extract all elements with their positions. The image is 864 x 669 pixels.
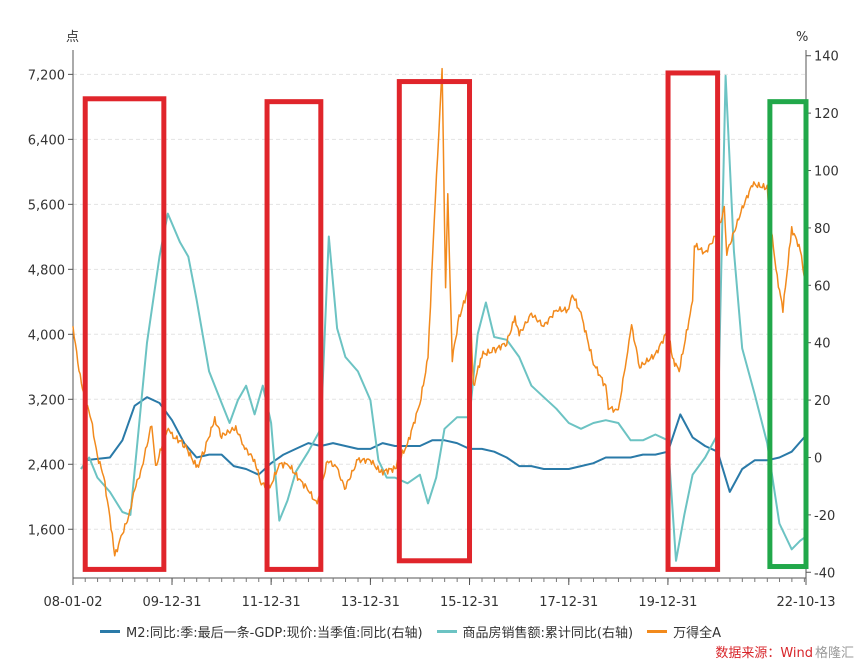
series-lines xyxy=(72,67,807,562)
left-tick-label: 2,400 xyxy=(28,458,65,473)
left-tick-label: 4,800 xyxy=(28,263,65,278)
x-tick-label: 09-12-31 xyxy=(142,595,201,610)
right-tick-label: 80 xyxy=(814,222,831,237)
data-source: 数据来源：Wind 格隆汇 xyxy=(715,642,854,661)
highlight-box-3 xyxy=(665,70,721,572)
highlight-box-4 xyxy=(767,99,809,570)
legend-item-housing-sales[interactable]: 商品房销售额:累计同比(右轴) xyxy=(436,622,634,641)
highlight-box-2 xyxy=(396,79,473,564)
series-line-1 xyxy=(80,74,805,562)
left-tick-label: 6,400 xyxy=(28,133,65,148)
legend-item-m2-gdp[interactable]: M2:同比:季:最后一条-GDP:现价:当季值:同比(右轴) xyxy=(100,622,423,641)
watermark: 格隆汇 xyxy=(814,646,854,661)
right-tick-label: 20 xyxy=(814,394,831,409)
x-tick-label: 17-12-31 xyxy=(539,595,598,610)
axes: 1,600 2,400 3,200 4,000 4,800 5,600 6,400 7,200… xyxy=(28,50,839,610)
legend-label: 万得全A xyxy=(673,626,721,641)
source-text: 数据来源：Wind xyxy=(715,646,813,661)
highlight-box-1 xyxy=(264,99,324,572)
left-axis-unit: 点 xyxy=(66,30,79,45)
right-axis-unit: % xyxy=(796,30,808,45)
x-tick-label: 19-12-31 xyxy=(638,595,697,610)
legend-label: 商品房销售额:累计同比(右轴) xyxy=(462,626,634,641)
left-tick-label: 3,200 xyxy=(28,393,65,408)
right-tick-label: -20 xyxy=(814,509,835,524)
right-tick-label: 0 xyxy=(814,451,822,466)
right-tick-label: 120 xyxy=(814,107,839,122)
left-tick-label: 7,200 xyxy=(28,68,65,83)
legend-swatch xyxy=(436,630,457,633)
right-tick-label: 60 xyxy=(814,279,831,294)
x-tick-label: 13-12-31 xyxy=(341,595,400,610)
chart-canvas: 1,600 2,400 3,200 4,000 4,800 5,600 6,400 7,200… xyxy=(28,30,839,610)
legend: M2:同比:季:最后一条-GDP:现价:当季值:同比(右轴) 商品房销售额:累计… xyxy=(100,622,735,641)
right-tick-label: 140 xyxy=(814,50,839,65)
x-tick-label: 15-12-31 xyxy=(440,595,499,610)
highlight-boxes xyxy=(82,70,809,572)
left-tick-label: 5,600 xyxy=(28,198,65,213)
legend-label: M2:同比:季:最后一条-GDP:现价:当季值:同比(右轴) xyxy=(126,626,423,641)
left-tick-label: 1,600 xyxy=(28,523,65,538)
left-tick-label: 4,000 xyxy=(28,328,65,343)
legend-swatch xyxy=(647,630,668,633)
legend-swatch xyxy=(100,630,120,633)
highlight-box-0 xyxy=(82,96,167,572)
x-tick-label: 11-12-31 xyxy=(242,595,301,610)
right-tick-label: 100 xyxy=(814,165,839,180)
right-tick-label: 40 xyxy=(814,337,831,352)
legend-item-wind-a[interactable]: 万得全A xyxy=(647,622,721,641)
series-line-2 xyxy=(72,67,807,557)
series-line-0 xyxy=(84,396,805,493)
right-tick-label: -40 xyxy=(814,566,835,581)
x-tick-label: 08-01-02 xyxy=(43,595,102,610)
x-tick-label: 22-10-13 xyxy=(776,595,835,610)
